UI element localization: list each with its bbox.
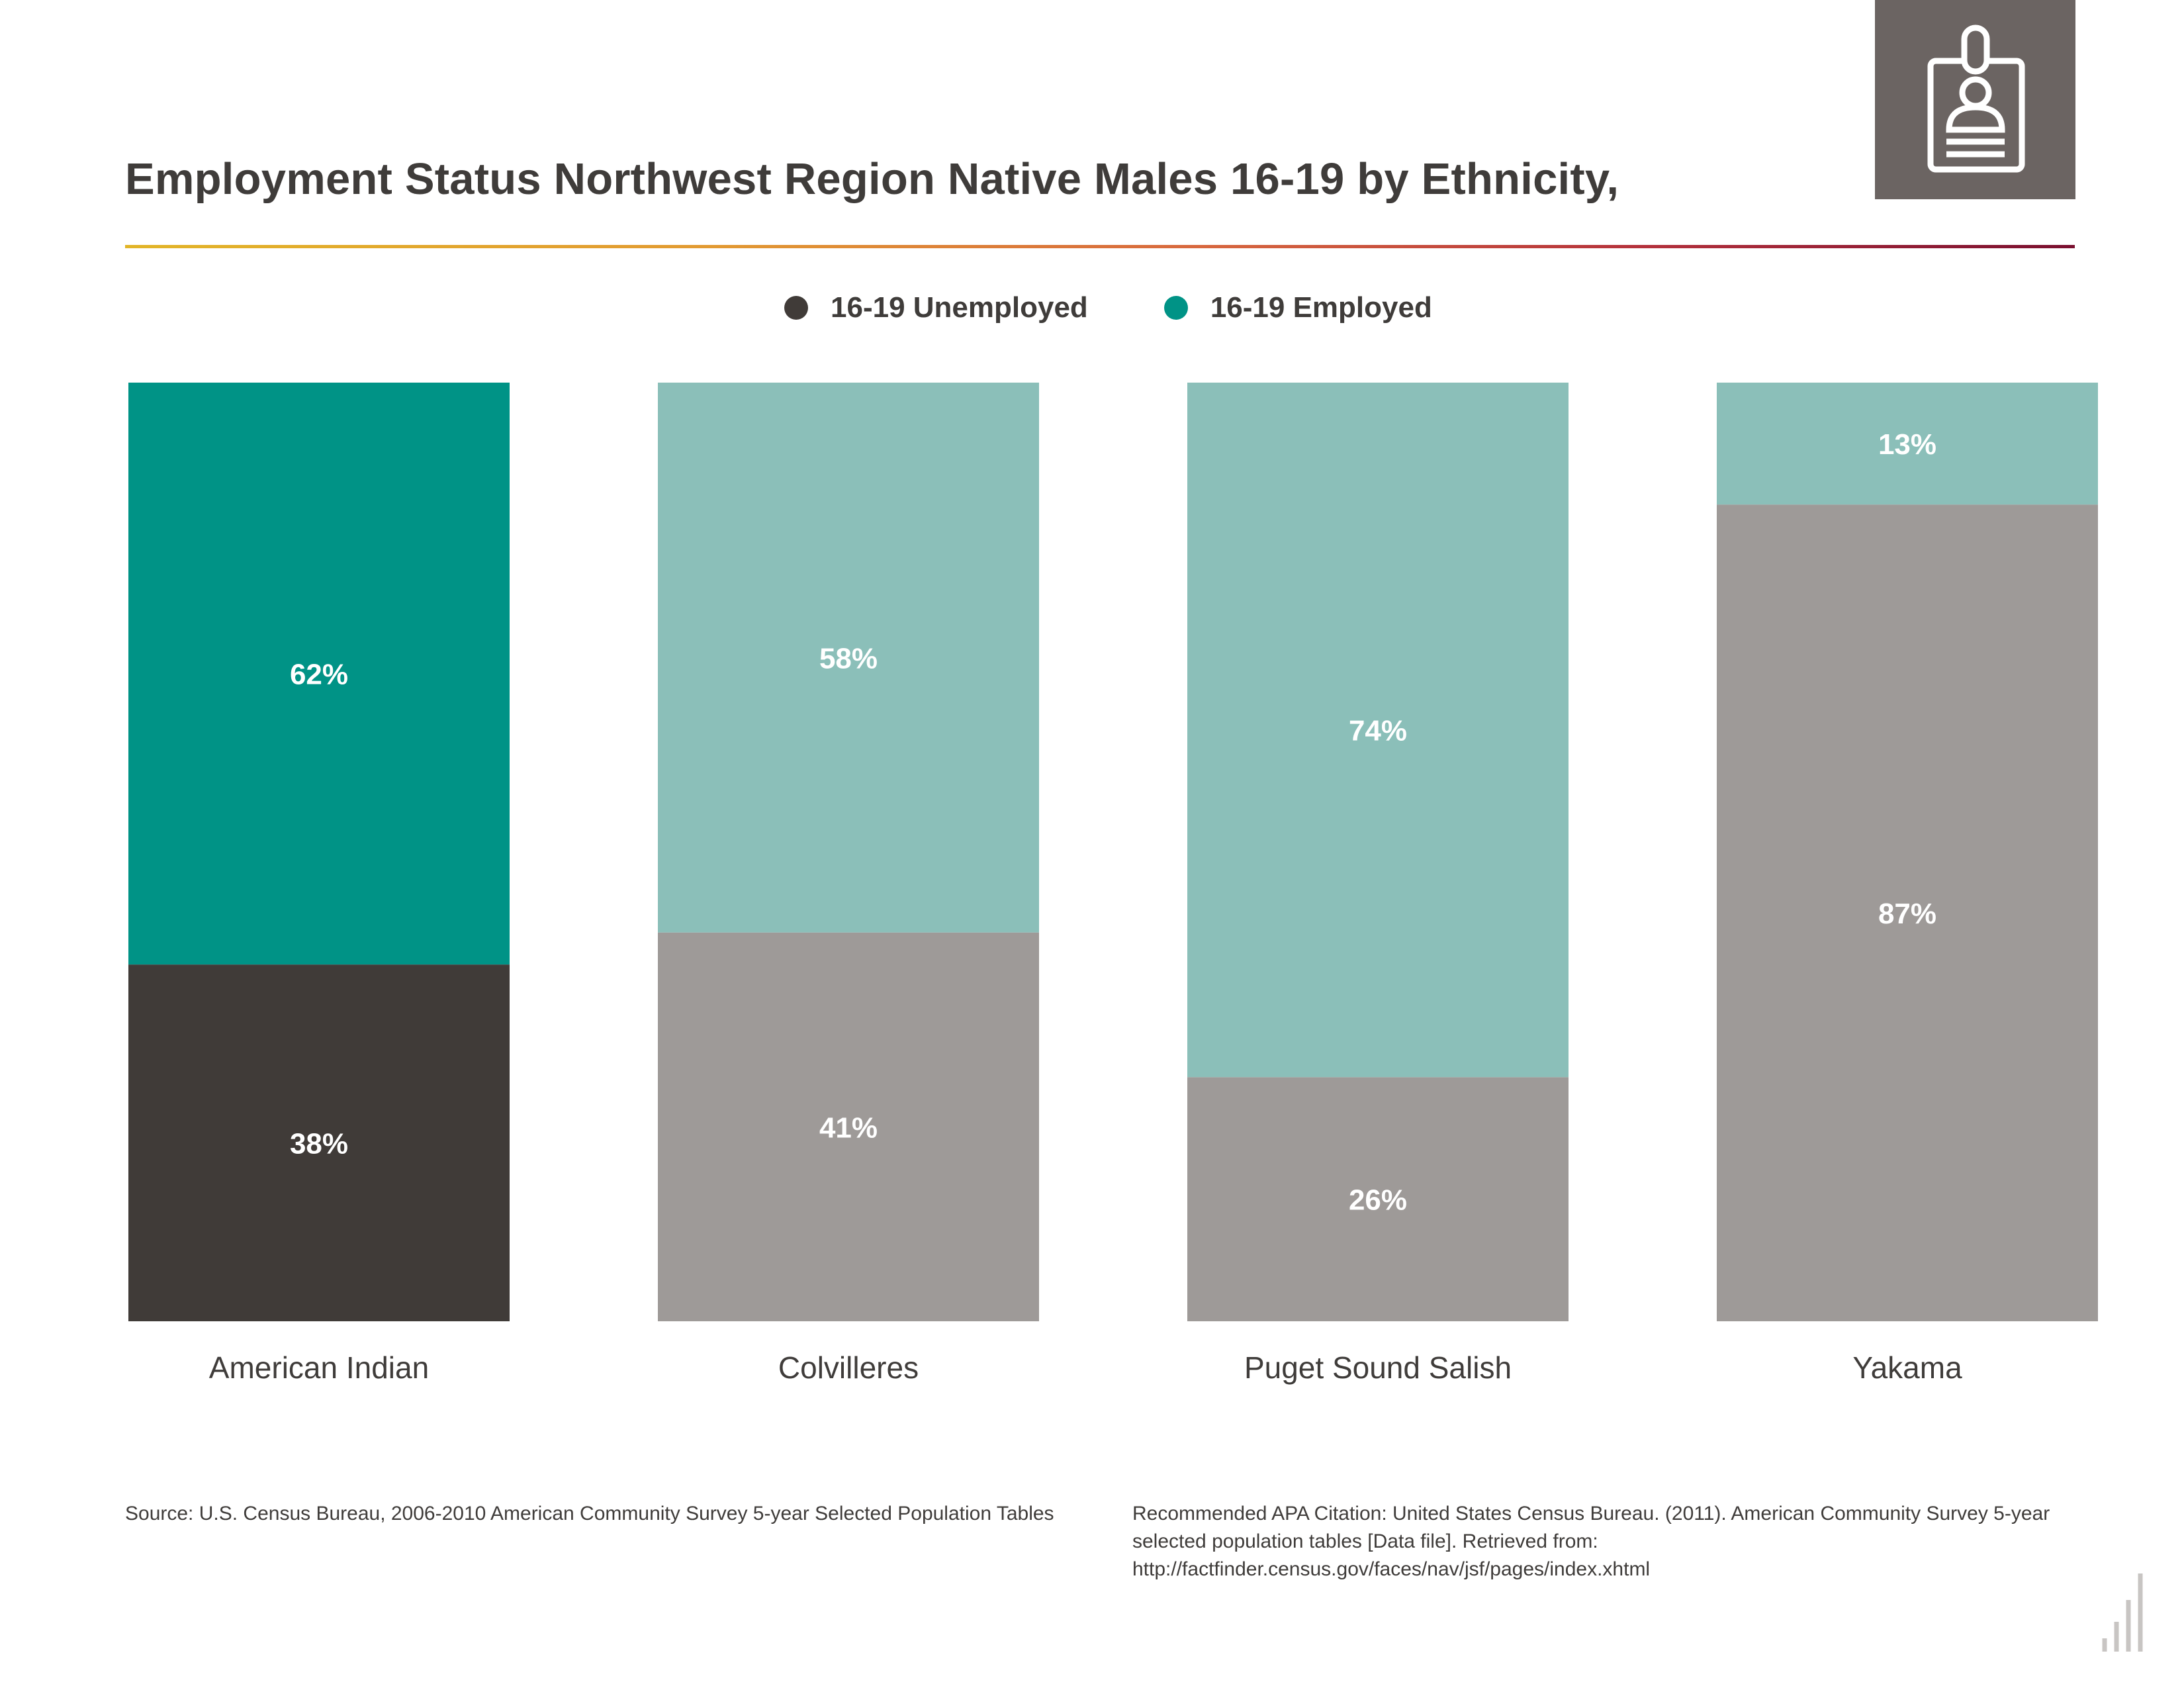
bar-employed-puget-sound-salish [1187, 383, 1569, 1078]
legend-item-unemployed: 16-19 Unemployed [784, 291, 1088, 324]
source-note: Source: U.S. Census Bureau, 2006-2010 Am… [125, 1503, 1054, 1524]
apa-citation: Recommended APA Citation: United States … [1132, 1503, 2050, 1580]
legend-swatch-employed [1163, 296, 1188, 320]
value-label-employed-puget-sound-salish: 74% [1349, 715, 1407, 747]
value-label-unemployed-american-indian: 38% [290, 1128, 348, 1160]
legend-label-unemployed: 16-19 Unemployed [831, 291, 1088, 324]
header-icon-box [1875, 0, 2075, 199]
bar-unemployed-yakama [1717, 504, 2098, 1321]
category-label-colvilleres: Colvilleres [778, 1350, 919, 1385]
bar-employed-colvilleres [658, 383, 1039, 933]
bar-employed-american-indian [128, 383, 510, 965]
value-label-unemployed-yakama: 87% [1878, 898, 1936, 930]
value-label-employed-colvilleres: 58% [819, 642, 878, 675]
category-label-yakama: Yakama [1852, 1350, 1962, 1385]
brand-bars-icon [2102, 1573, 2143, 1652]
chart-title: Employment Status Northwest Region Nativ… [125, 154, 1619, 204]
bar-unemployed-puget-sound-salish [1187, 1077, 1569, 1321]
value-label-unemployed-puget-sound-salish: 26% [1349, 1184, 1407, 1217]
value-label-employed-yakama: 13% [1878, 428, 1936, 461]
title-divider [125, 245, 2075, 248]
id-badge-icon [1927, 24, 2025, 173]
bar-employed-yakama [1717, 383, 2098, 505]
legend-label-employed: 16-19 Employed [1210, 291, 1432, 324]
bar-unemployed-colvilleres [658, 932, 1039, 1321]
category-label-american-indian: American Indian [209, 1350, 429, 1385]
stacked-bar-chart: 62% 38% American Indian 58% 41% Colvilleres 74… [128, 383, 2098, 1385]
legend-swatch-unemployed [784, 296, 808, 320]
value-label-employed-american-indian: 62% [290, 659, 348, 691]
value-label-unemployed-colvilleres: 41% [819, 1111, 878, 1144]
category-label-puget-sound-salish: Puget Sound Salish [1244, 1350, 1512, 1385]
bar-unemployed-american-indian [128, 964, 510, 1321]
legend-item-employed: 16-19 Employed [1163, 291, 1432, 324]
chart-legend: 16-19 Unemployed 16-19 Employed [784, 288, 1508, 328]
